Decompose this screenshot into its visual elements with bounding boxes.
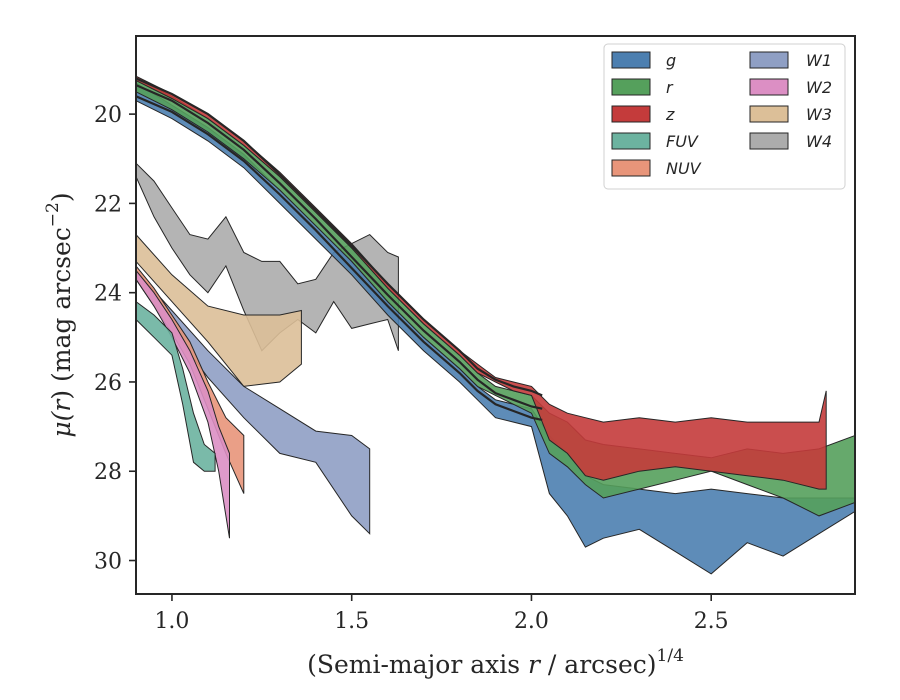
legend-label-g: g [666,51,676,70]
legend-swatch-w2 [749,78,789,96]
legend-label-z: z [665,105,675,124]
legend-label-fuv: FUV [666,132,699,151]
legend-swatch-r [611,78,651,96]
fit-curve-3 [136,95,543,421]
x-axis-ticks: 1.0 1.5 2.0 2.5 [154,594,729,634]
plot-frame [135,35,856,595]
y-tick-label: 26 [94,371,122,396]
band-fuv [136,300,216,472]
band-w3 [136,233,302,387]
legend-swatch-w4 [749,132,789,150]
x-axis-label: (Semi-major axis r / arcsec)1/4 [307,646,684,679]
legend-swatch-nuv [611,159,651,177]
legend-swatch-z [611,105,651,123]
legend-swatch-w3 [749,105,789,123]
x-tick-label: 1.0 [154,609,189,634]
y-tick-label: 20 [94,103,122,128]
legend-label-r: r [666,78,674,97]
legend-swatch-fuv [611,132,651,150]
legend-label-w1: W1 [806,51,832,70]
y-tick-label: 30 [94,550,122,575]
legend: grz FUV NUV W1 W2 W3 W4 [603,43,846,190]
y-axis-label: μ(r) (mag arcsec−2) [43,192,76,437]
legend-label-nuv: NUV [666,159,702,178]
y-tick-label: 24 [94,282,122,307]
x-tick-label: 1.5 [334,609,369,634]
y-tick-label: 28 [94,460,122,485]
y-tick-label: 22 [94,192,122,217]
model-fit-curves [136,77,543,421]
band-w2 [136,269,230,539]
legend-label-w2: W2 [806,78,832,97]
legend-label-w4: W4 [806,132,832,151]
legend-label-w3: W3 [806,105,832,124]
y-axis-ticks: 20 22 24 26 28 30 [94,103,136,575]
legend-swatch-w1 [749,51,789,69]
x-tick-label: 2.0 [514,609,549,634]
x-tick-label: 2.5 [694,609,729,634]
fit-curve-2 [136,84,543,410]
fit-curve-1 [136,77,543,397]
legend-swatch-g [611,51,651,69]
